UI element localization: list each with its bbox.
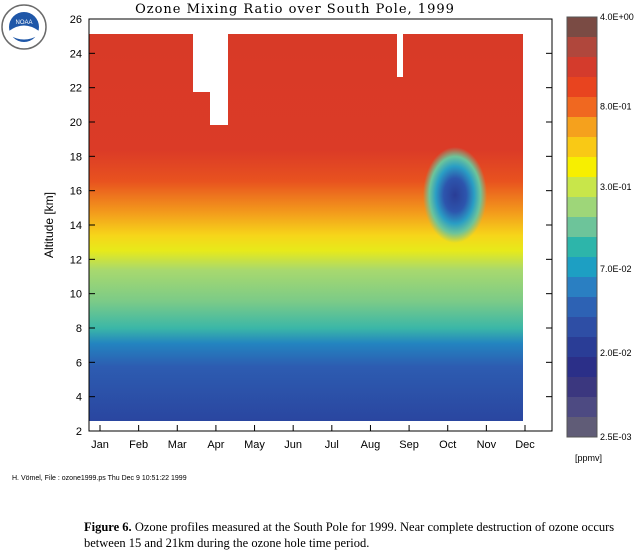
x-tick-label: Dec xyxy=(515,439,535,451)
noaa-logo-icon: NOAA xyxy=(1,4,47,50)
data-gap xyxy=(397,34,403,77)
y-tick-label: 12 xyxy=(70,254,82,266)
file-footer: H. Vömel, File : ozone1999.ps Thu Dec 9 … xyxy=(12,475,187,482)
colorbar-frame xyxy=(566,16,598,438)
y-tick-label: 26 xyxy=(70,14,82,26)
y-tick-label: 20 xyxy=(70,117,82,129)
x-tick-label: Jul xyxy=(325,439,339,451)
colorbar-swatch xyxy=(567,397,597,418)
colorbar-label: 3.0E-01 xyxy=(600,182,632,192)
y-tick-label: 14 xyxy=(70,220,82,232)
x-tick-label: Apr xyxy=(207,439,224,451)
colorbar-swatch xyxy=(567,17,597,38)
colorbar-swatch xyxy=(567,57,597,78)
colorbar-swatch xyxy=(567,177,597,198)
colorbar-swatch xyxy=(567,97,597,118)
colorbar-swatch xyxy=(567,317,597,338)
colorbar-swatch xyxy=(567,137,597,158)
caption-lead: Figure 6. xyxy=(84,520,132,534)
colorbar-swatch xyxy=(567,157,597,178)
colorbar-swatch xyxy=(567,217,597,238)
colorbar-label: 2.5E-03 xyxy=(600,432,632,442)
y-tick-label: 18 xyxy=(70,151,82,163)
figure-caption: Figure 6. Ozone profiles measured at the… xyxy=(84,519,634,551)
colorbar-swatch xyxy=(567,257,597,278)
colorbar-swatch xyxy=(567,37,597,58)
x-tick-label: Feb xyxy=(129,439,148,451)
colorbar-label: 8.0E-01 xyxy=(600,101,632,111)
x-tick-label: Nov xyxy=(477,439,497,451)
data-gap xyxy=(193,34,210,92)
colorbar-swatch xyxy=(567,197,597,218)
colorbar-unit: [ppmv] xyxy=(575,453,602,463)
y-tick-label: 2 xyxy=(76,426,82,438)
caption-body: Ozone profiles measured at the South Pol… xyxy=(84,520,615,550)
y-tick-label: 4 xyxy=(76,392,82,404)
logo-text: NOAA xyxy=(15,20,32,26)
colorbar-label: 4.0E+00 xyxy=(600,12,634,22)
colorbar-swatch xyxy=(567,277,597,298)
colorbar-swatch xyxy=(567,417,597,438)
colorbar-label: 7.0E-02 xyxy=(600,264,632,274)
colorbar-swatch xyxy=(567,77,597,98)
x-tick-label: Jan xyxy=(91,439,109,451)
colorbar-swatch xyxy=(567,117,597,138)
y-tick-label: 10 xyxy=(70,289,82,301)
colorbar-swatch xyxy=(567,377,597,398)
y-tick-label: 24 xyxy=(70,48,82,60)
x-tick-label: Oct xyxy=(439,439,456,451)
x-tick-label: May xyxy=(244,439,265,451)
x-axis: Jan Feb Mar Apr May Jun Jul Aug Sep Oct Nov Dec xyxy=(91,425,535,451)
colorbar-swatch xyxy=(567,297,597,318)
y-tick-label: 16 xyxy=(70,186,82,198)
colorbar: 4.0E+00 8.0E-01 3.0E-01 7.0E-02 2.0E-02 2.5E-… xyxy=(566,12,634,442)
y-tick-label: 22 xyxy=(70,83,82,95)
x-tick-label: Mar xyxy=(168,439,187,451)
x-tick-label: Sep xyxy=(399,439,419,451)
colorbar-swatch xyxy=(567,237,597,258)
y-axis-label: Altitude [km] xyxy=(42,192,56,258)
x-tick-label: Jun xyxy=(284,439,302,451)
ozone-hole-region xyxy=(423,147,487,243)
y-tick-label: 6 xyxy=(76,357,82,369)
chart-title: Ozone Mixing Ratio over South Pole, 1999 xyxy=(135,2,455,17)
y-tick-label: 8 xyxy=(76,323,82,335)
colorbar-label: 2.0E-02 xyxy=(600,348,632,358)
colorbar-swatch xyxy=(567,337,597,358)
colorbar-swatch xyxy=(567,357,597,378)
data-gap xyxy=(210,34,228,125)
x-tick-label: Aug xyxy=(361,439,381,451)
